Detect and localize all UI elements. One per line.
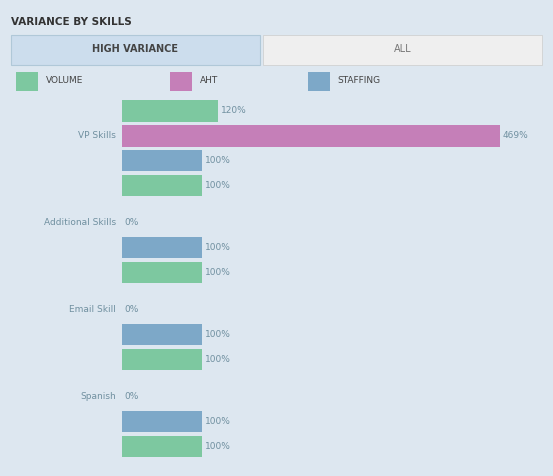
Text: VOLUME: VOLUME	[45, 77, 83, 85]
Text: 100%: 100%	[205, 156, 231, 165]
Text: AHT: AHT	[200, 77, 218, 85]
Text: 469%: 469%	[503, 131, 529, 140]
Text: 100%: 100%	[205, 268, 231, 277]
Text: 0%: 0%	[124, 218, 139, 227]
FancyBboxPatch shape	[170, 72, 191, 91]
Bar	[122, 324, 202, 346]
Bar	[122, 348, 202, 370]
Bar	[122, 100, 218, 122]
Text: STAFFING: STAFFING	[337, 77, 380, 85]
Bar	[122, 411, 202, 432]
Text: Additional Skills: Additional Skills	[44, 218, 116, 227]
Text: 0%: 0%	[124, 392, 139, 401]
Text: 120%: 120%	[221, 106, 247, 115]
Text: 0%: 0%	[124, 305, 139, 314]
Bar	[122, 175, 202, 196]
Bar	[122, 149, 202, 171]
Bar	[122, 261, 202, 283]
Text: ALL: ALL	[394, 44, 411, 54]
Bar	[122, 237, 202, 258]
Bar	[122, 436, 202, 457]
Text: 100%: 100%	[205, 355, 231, 364]
FancyBboxPatch shape	[263, 35, 542, 65]
Text: 100%: 100%	[205, 330, 231, 339]
Text: 100%: 100%	[205, 181, 231, 190]
Text: 100%: 100%	[205, 417, 231, 426]
Text: 100%: 100%	[205, 243, 231, 252]
FancyBboxPatch shape	[309, 72, 330, 91]
Text: 100%: 100%	[205, 442, 231, 451]
Text: VP Skills: VP Skills	[79, 131, 116, 140]
FancyBboxPatch shape	[11, 35, 259, 65]
Text: Email Skill: Email Skill	[69, 305, 116, 314]
FancyBboxPatch shape	[17, 72, 38, 91]
Text: HIGH VARIANCE: HIGH VARIANCE	[92, 44, 178, 54]
Bar	[122, 125, 500, 147]
Text: VARIANCE BY SKILLS: VARIANCE BY SKILLS	[11, 17, 132, 27]
Text: Spanish: Spanish	[80, 392, 116, 401]
